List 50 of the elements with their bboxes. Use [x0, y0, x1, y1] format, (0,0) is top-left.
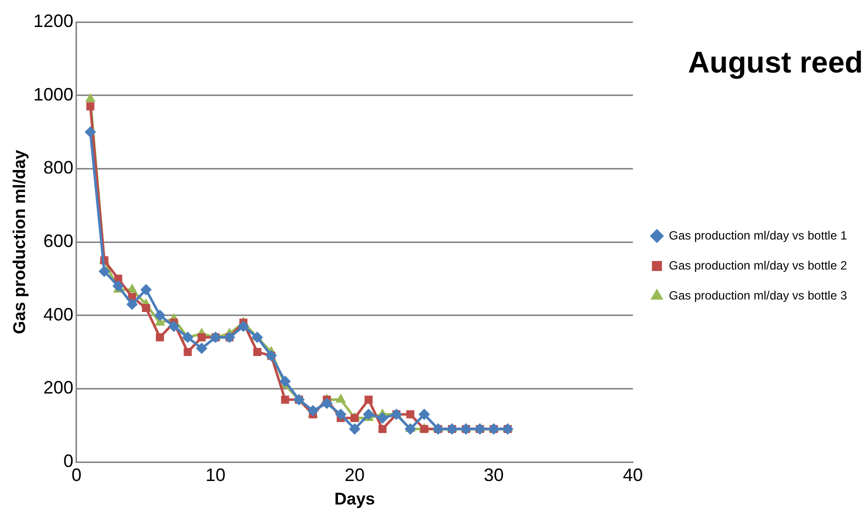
x-tick-label: 10: [206, 464, 226, 485]
point: [182, 332, 194, 343]
point: [154, 310, 166, 321]
legend-label: Gas production ml/day vs bottle 2: [668, 258, 848, 272]
point: [126, 298, 138, 310]
point: [84, 126, 96, 138]
point: [363, 408, 374, 420]
point: [196, 342, 208, 354]
y-tick-label: 800: [43, 158, 74, 178]
x-tick-label: 30: [484, 464, 504, 485]
point: [184, 348, 192, 356]
point: [253, 348, 262, 356]
point: [321, 398, 332, 409]
point: [404, 424, 416, 434]
point: [336, 394, 346, 403]
point: [335, 408, 346, 420]
point: [127, 284, 137, 293]
point: [378, 424, 387, 434]
y-tick-label: 1000: [33, 84, 74, 104]
point: [280, 376, 291, 387]
point: [377, 412, 388, 424]
point: [406, 410, 414, 418]
y-tick-label: 400: [43, 304, 74, 324]
text: August reed: [688, 46, 863, 80]
point: [198, 333, 206, 342]
y-tick-label: 1200: [33, 10, 74, 31]
point: [98, 266, 110, 277]
point: [238, 320, 249, 332]
point: [364, 396, 373, 404]
y-axis-title: Gas production ml/day: [10, 149, 29, 334]
point: [252, 332, 263, 343]
y-tick-label: 0: [63, 450, 74, 471]
x-tick-label: 20: [344, 464, 365, 485]
legend-label: Gas production ml/day vs bottle 3: [668, 288, 848, 302]
y-tick-label: 600: [43, 230, 74, 251]
point: [349, 424, 360, 434]
point: [168, 320, 180, 332]
point: [418, 408, 430, 420]
legend-label: Gas production ml/day vs bottle 1: [668, 228, 848, 242]
y-tick-label: 200: [43, 378, 74, 398]
point: [112, 280, 124, 292]
point: [140, 284, 152, 296]
point: [86, 94, 96, 102]
x-tick-label: 40: [622, 464, 643, 485]
point: [86, 102, 94, 110]
point: [281, 396, 290, 404]
point: [307, 405, 318, 416]
point: [156, 333, 164, 342]
x-axis-title: Days: [334, 489, 375, 508]
point: [142, 304, 150, 312]
